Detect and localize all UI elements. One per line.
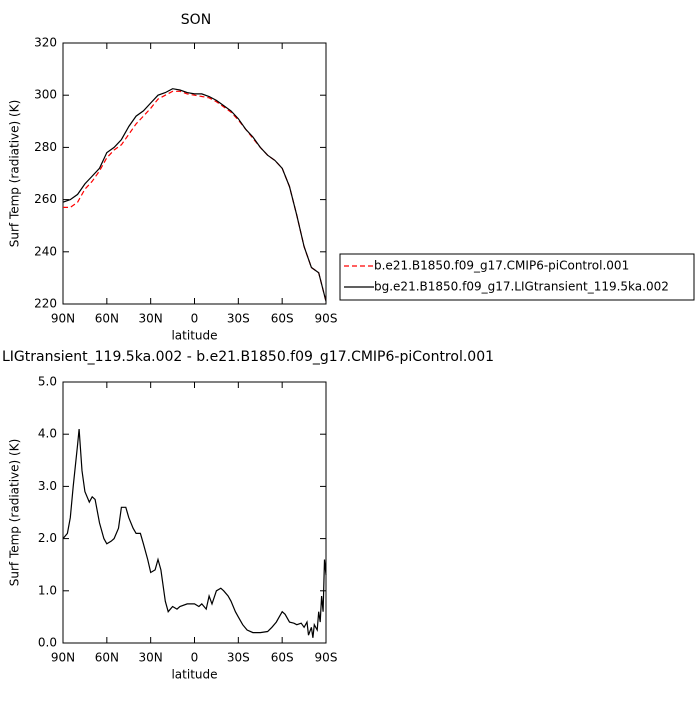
x-tick-label: 60S — [271, 312, 294, 326]
x-tick-label: 60N — [95, 651, 119, 665]
x-tick-label: 0 — [191, 312, 199, 326]
y-tick-label: 2.0 — [38, 531, 57, 545]
line-series — [62, 428, 327, 638]
y-tick-label: 240 — [34, 244, 57, 258]
y-tick-label: 5.0 — [38, 375, 57, 389]
y-tick-label: 300 — [34, 88, 57, 102]
x-tick-label: 90N — [51, 651, 75, 665]
x-tick-label: 60N — [95, 312, 119, 326]
legend-label: bg.e21.B1850.f09_g17.LIGtransient_119.5k… — [374, 280, 669, 294]
legend-label: b.e21.B1850.f09_g17.CMIP6-piControl.001 — [374, 259, 629, 273]
x-tick-label: 30N — [139, 651, 163, 665]
y-tick-label: 1.0 — [38, 583, 57, 597]
y-tick-label: 0.0 — [38, 636, 57, 650]
line-series — [62, 88, 327, 302]
x-axis-label: latitude — [171, 329, 217, 343]
y-tick-label: 320 — [34, 36, 57, 50]
x-tick-label: 90S — [315, 651, 338, 665]
x-axis-label: latitude — [171, 668, 217, 682]
chart-title: LIGtransient_119.5ka.002 - b.e21.B1850.f… — [2, 349, 494, 365]
x-tick-label: 30N — [139, 312, 163, 326]
chart-title: SON — [181, 12, 211, 28]
plot-frame — [62, 42, 327, 305]
y-axis-label: Surf Temp (radiative) (K) — [8, 439, 22, 587]
y-tick-label: 4.0 — [38, 427, 57, 441]
y-axis-label: Surf Temp (radiative) (K) — [8, 100, 22, 248]
x-tick-label: 30S — [227, 312, 250, 326]
legend-box — [339, 253, 695, 301]
x-tick-label: 90N — [51, 312, 75, 326]
x-tick-label: 60S — [271, 651, 294, 665]
y-tick-label: 280 — [34, 140, 57, 154]
x-tick-label: 30S — [227, 651, 250, 665]
y-tick-label: 260 — [34, 192, 57, 206]
y-tick-label: 220 — [34, 297, 57, 311]
x-tick-label: 90S — [315, 312, 338, 326]
y-tick-label: 3.0 — [38, 479, 57, 493]
line-series — [63, 90, 327, 302]
x-tick-label: 0 — [191, 651, 199, 665]
